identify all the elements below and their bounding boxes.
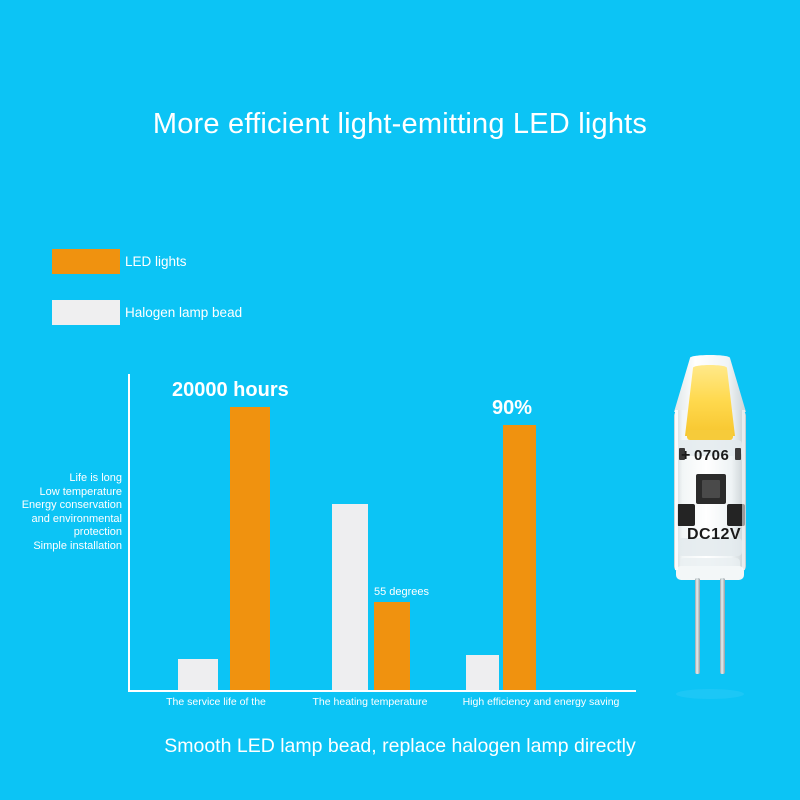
bar-halogen [178,658,218,690]
bar-value-label-heating-temperature: 55 degrees [374,586,430,598]
voltage-marking: DC12V [687,526,741,543]
g4-led-bulb-illustration: + 0706 DC12V [674,355,746,699]
bar-value-label-service-life: 20000 hours [172,379,289,401]
page-title: More efficient light-emitting LED lights [152,108,648,140]
feature-line: Life is long [69,472,122,484]
feature-line: Energy conservation [21,499,122,512]
feature-line: Low temperature [39,485,122,498]
g4-pin-left [695,578,700,674]
bar-halogen [466,655,499,690]
footer-caption: Smooth LED lamp bead, replace halogen la… [164,735,636,757]
white-square-swatch-icon [52,299,120,325]
g4-pin-right [720,578,725,674]
chart-x-axis [128,690,636,692]
model-code-marking: 0706 [694,447,729,464]
bar-led [503,425,536,690]
legend-item-label: Halogen lamp bead [125,304,243,320]
chart-plot-area: 20000 hours 55 degrees 90% [130,375,636,690]
polarity-marking: + [681,447,690,464]
chart-legend: LED lights Halogen lamp bead [52,248,352,350]
bar-group-heating-temperature: 55 degrees [332,375,442,690]
chart-y-axis [128,374,130,691]
bar-led [374,601,410,690]
feature-line: and environmental [31,512,122,525]
category-label-service-life: The service life of the [166,696,266,708]
bar-halogen [332,504,368,690]
legend-item-label: LED lights [125,253,187,269]
category-label-heating: The heating temperature [312,696,428,708]
category-label-efficiency: High efficiency and energy saving [462,696,620,708]
bar-led [230,406,270,690]
chart-category-labels: The service life of the The heating temp… [128,696,648,714]
bar-value-label-efficiency: 90% [492,397,533,419]
feature-line: protection [73,526,122,539]
legend-item-led: LED lights [52,248,352,274]
feature-list: Life is long Low temperature Energy cons… [0,472,122,554]
orange-square-swatch-icon [52,248,120,274]
comparison-bar-chart: 20000 hours 55 degrees 90% [128,374,638,692]
feature-line: Simple installation [33,539,122,552]
bar-group-efficiency: 90% [466,375,576,690]
bar-group-service-life: 20000 hours [172,375,289,690]
g4-led-bulb-photo: + 0706 DC12V [650,352,770,702]
legend-item-halogen: Halogen lamp bead [52,299,352,325]
